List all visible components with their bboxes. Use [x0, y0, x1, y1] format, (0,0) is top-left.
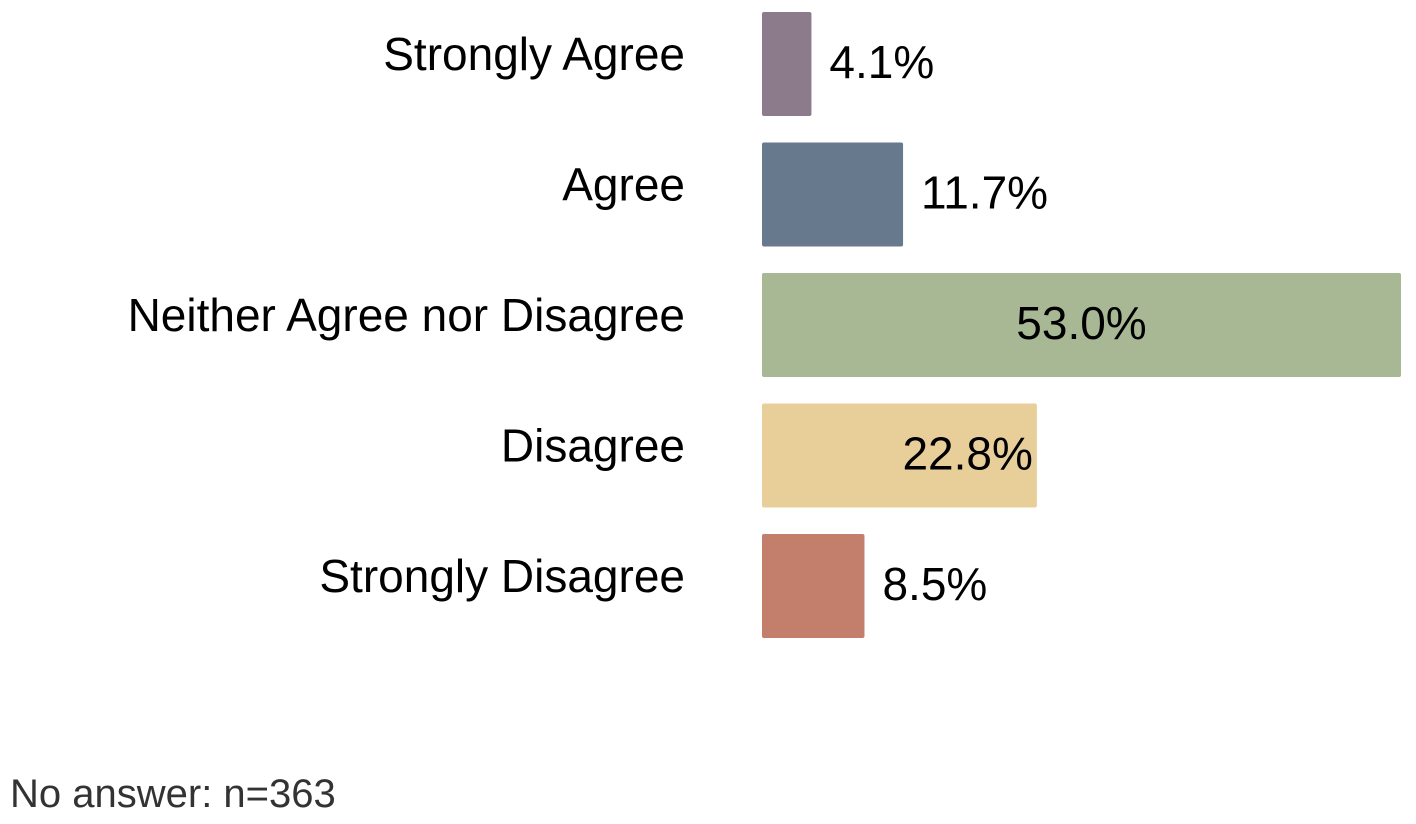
value-label-strongly-disagree: 8.5% — [882, 558, 987, 610]
bars — [762, 12, 1401, 638]
bar-chart: Strongly Agree Agree Neither Agree nor Dis… — [128, 12, 1401, 638]
bar-neither-agree-nor-disagree — [762, 273, 1401, 377]
category-label-neither-agree-nor-disagree: Neither Agree nor Disagree — [128, 289, 685, 341]
category-label-strongly-disagree: Strongly Disagree — [319, 550, 685, 602]
category-label-strongly-agree: Strongly Agree — [383, 28, 685, 80]
category-labels: Strongly Agree Agree Neither Agree nor Dis… — [128, 28, 685, 602]
category-label-agree: Agree — [562, 159, 685, 211]
value-label-neither-agree-nor-disagree: 53.0% — [1016, 297, 1146, 349]
no-answer-footnote: No answer: n=363 — [10, 772, 336, 816]
bar-strongly-agree — [762, 12, 812, 116]
value-label-strongly-agree: 4.1% — [829, 36, 934, 88]
bar-agree — [762, 142, 904, 247]
bar-disagree — [762, 403, 1037, 508]
value-label-agree: 11.7% — [921, 167, 1048, 219]
value-label-disagree: 22.8% — [902, 428, 1032, 480]
bar-strongly-disagree — [762, 534, 865, 638]
category-label-disagree: Disagree — [501, 420, 685, 472]
value-labels: 4.1% 11.7% 53.0% 22.8% 8.5% — [829, 36, 1146, 610]
